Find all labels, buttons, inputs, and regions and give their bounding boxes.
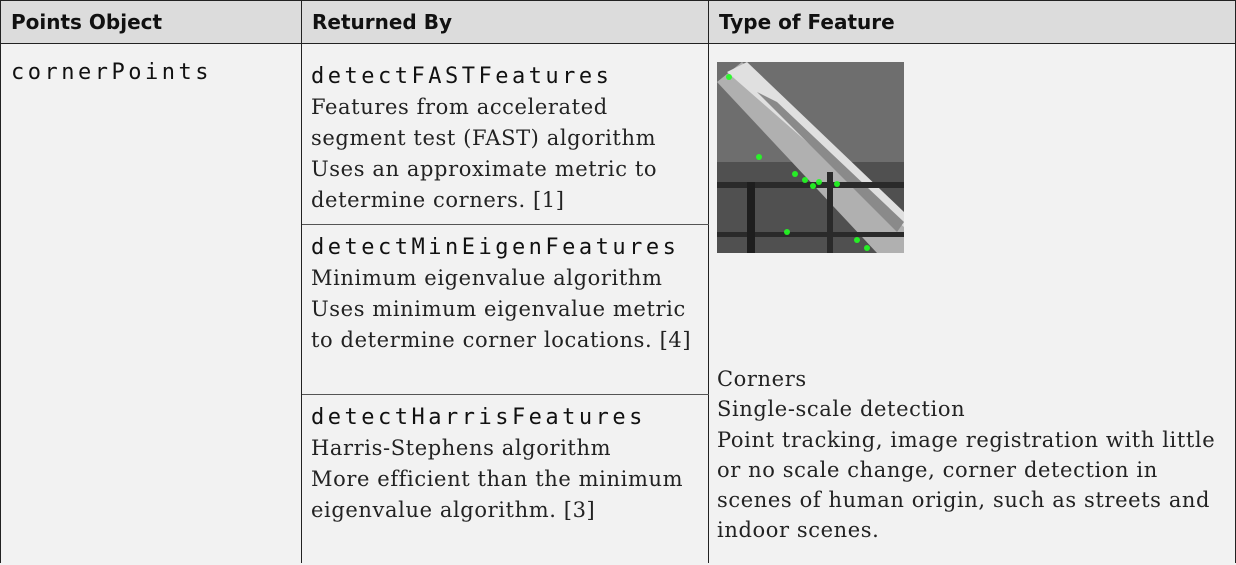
header-cell: Points Object — [0, 0, 302, 44]
description: Features from accelerated segment test (… — [311, 95, 657, 150]
feature-scale: Single-scale detection — [717, 397, 966, 422]
feature-type: Corners — [717, 367, 807, 391]
sub-cell: detectHarrisFeatures Harris-Stephens alg… — [302, 395, 709, 565]
description: Harris-Stephens algorithm — [311, 436, 612, 460]
description: Minimum eigenvalue algorithm — [311, 266, 663, 290]
function-name: detectFASTFeatures — [311, 64, 613, 89]
cell — [302, 44, 709, 563]
note: More efficient than the minimum eigenval… — [311, 467, 684, 522]
feature-use: Point tracking, image registration with … — [717, 427, 1216, 543]
header-cell: Returned By — [302, 0, 709, 44]
function-name: detectHarrisFeatures — [311, 405, 646, 430]
sub-cell: detectMinEigenFeatures Minimum eigenvalu… — [302, 225, 709, 395]
note: Uses an approximate metric to determine … — [311, 157, 658, 212]
cell: cornerPoints — [0, 44, 302, 563]
note: Uses minimum eigenvalue metric to determ… — [311, 297, 692, 352]
function-name: detectMinEigenFeatures — [311, 235, 680, 260]
points-object: cornerPoints — [11, 60, 212, 85]
header-cell: Type of Feature — [709, 0, 1236, 44]
feature-image — [717, 62, 904, 253]
cell: Corners Single-scale detection Point tra… — [709, 44, 1236, 563]
feature-text: Corners Single-scale detection Point tra… — [717, 364, 1232, 546]
sub-cell: detectFASTFeatures Features from acceler… — [302, 60, 709, 225]
